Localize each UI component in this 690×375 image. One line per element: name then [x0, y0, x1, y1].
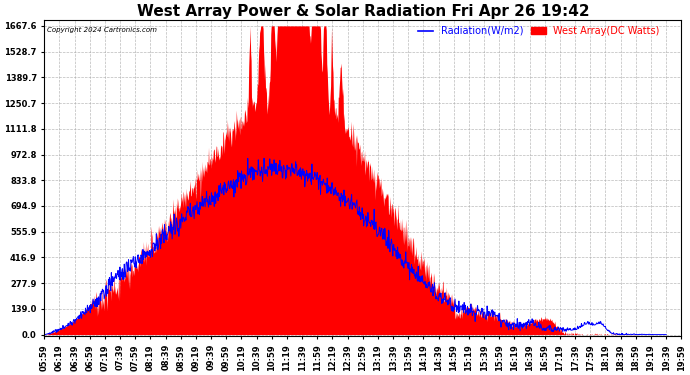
- Text: Copyright 2024 Cartronics.com: Copyright 2024 Cartronics.com: [48, 27, 157, 33]
- Legend: Radiation(W/m2), West Array(DC Watts): Radiation(W/m2), West Array(DC Watts): [415, 22, 664, 40]
- Title: West Array Power & Solar Radiation Fri Apr 26 19:42: West Array Power & Solar Radiation Fri A…: [137, 4, 589, 19]
